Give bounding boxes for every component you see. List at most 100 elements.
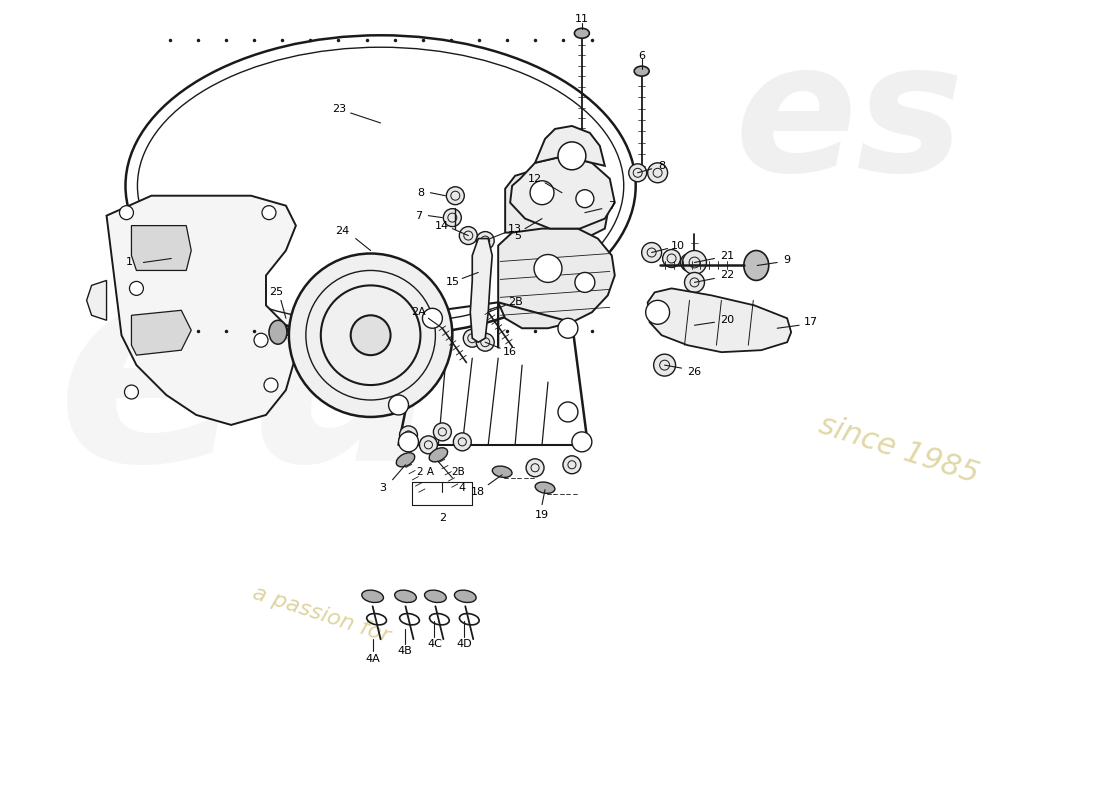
Circle shape — [460, 226, 477, 245]
Ellipse shape — [454, 590, 476, 602]
Polygon shape — [648, 288, 791, 352]
Circle shape — [558, 318, 578, 338]
Circle shape — [558, 142, 586, 170]
Text: 12: 12 — [528, 174, 542, 184]
Text: 15: 15 — [446, 278, 460, 287]
Circle shape — [563, 456, 581, 474]
Text: 26: 26 — [688, 367, 702, 377]
Text: 13: 13 — [508, 223, 522, 234]
Polygon shape — [132, 310, 191, 355]
Circle shape — [398, 432, 418, 452]
Circle shape — [422, 308, 442, 328]
Circle shape — [646, 300, 670, 324]
Circle shape — [648, 163, 668, 182]
Polygon shape — [132, 226, 191, 270]
Polygon shape — [107, 196, 296, 425]
Circle shape — [399, 426, 418, 444]
Text: 4: 4 — [459, 482, 466, 493]
Circle shape — [254, 334, 268, 347]
Circle shape — [453, 433, 471, 451]
Text: 2B: 2B — [508, 298, 522, 307]
Text: 10: 10 — [671, 241, 684, 250]
Circle shape — [476, 334, 494, 351]
Text: 23: 23 — [332, 104, 345, 114]
Text: 4D: 4D — [456, 639, 472, 649]
Polygon shape — [471, 238, 492, 342]
Circle shape — [526, 458, 544, 477]
Text: 4C: 4C — [427, 639, 442, 649]
Circle shape — [476, 231, 494, 250]
Text: a passion for: a passion for — [250, 582, 392, 646]
Circle shape — [641, 242, 661, 262]
Circle shape — [130, 282, 143, 295]
Ellipse shape — [396, 453, 415, 467]
Circle shape — [289, 254, 452, 417]
Circle shape — [351, 315, 390, 355]
Circle shape — [447, 186, 464, 205]
Polygon shape — [87, 281, 107, 320]
Text: 2A: 2A — [411, 307, 426, 318]
Circle shape — [572, 432, 592, 452]
Text: 7: 7 — [608, 201, 615, 210]
Text: 7: 7 — [415, 210, 422, 221]
Circle shape — [553, 184, 571, 202]
Text: 3: 3 — [379, 482, 386, 493]
Ellipse shape — [744, 250, 769, 281]
Ellipse shape — [536, 482, 554, 494]
Circle shape — [443, 209, 461, 226]
Text: 4B: 4B — [397, 646, 411, 656]
Circle shape — [576, 190, 594, 208]
Ellipse shape — [425, 590, 447, 602]
Text: 18: 18 — [471, 486, 485, 497]
Circle shape — [684, 273, 704, 292]
Circle shape — [433, 423, 451, 441]
Circle shape — [575, 273, 595, 292]
Text: 11: 11 — [575, 14, 589, 24]
Polygon shape — [510, 156, 615, 229]
Circle shape — [682, 250, 706, 274]
Ellipse shape — [574, 28, 590, 38]
Circle shape — [264, 378, 278, 392]
Ellipse shape — [395, 590, 416, 602]
Circle shape — [653, 354, 675, 376]
Text: 16: 16 — [503, 347, 517, 357]
Text: 5: 5 — [515, 230, 521, 241]
Text: 2B: 2B — [451, 466, 465, 477]
Text: 22: 22 — [720, 270, 735, 281]
Circle shape — [576, 204, 594, 222]
Text: 19: 19 — [535, 510, 549, 520]
Circle shape — [262, 206, 276, 220]
Text: 8: 8 — [658, 161, 666, 171]
Text: es: es — [734, 33, 964, 209]
Circle shape — [419, 436, 438, 454]
Circle shape — [124, 385, 139, 399]
Text: 9: 9 — [783, 255, 791, 266]
Text: 20: 20 — [720, 315, 735, 326]
Text: 2 A: 2 A — [417, 466, 433, 477]
Circle shape — [629, 164, 647, 182]
Text: 2: 2 — [439, 513, 446, 522]
Text: 17: 17 — [804, 318, 818, 327]
Text: 21: 21 — [720, 250, 735, 261]
Circle shape — [530, 181, 554, 205]
Circle shape — [120, 206, 133, 220]
Polygon shape — [535, 126, 605, 166]
Polygon shape — [505, 163, 608, 242]
Circle shape — [558, 402, 578, 422]
Circle shape — [463, 330, 481, 347]
Polygon shape — [498, 229, 615, 348]
Text: 24: 24 — [336, 226, 350, 235]
Text: 6: 6 — [638, 51, 646, 61]
Circle shape — [681, 254, 698, 271]
Text: 8: 8 — [417, 188, 424, 198]
Text: 1: 1 — [126, 258, 133, 267]
Ellipse shape — [270, 320, 287, 344]
Text: since 1985: since 1985 — [815, 410, 982, 490]
Text: 25: 25 — [268, 287, 283, 298]
Ellipse shape — [635, 66, 649, 76]
Text: 4A: 4A — [365, 654, 380, 664]
Text: eu: eu — [57, 249, 443, 519]
Ellipse shape — [362, 590, 384, 602]
Text: 14: 14 — [436, 221, 450, 230]
Circle shape — [535, 254, 562, 282]
